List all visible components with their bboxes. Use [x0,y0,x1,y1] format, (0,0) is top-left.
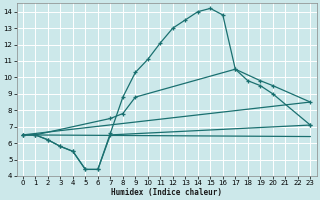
X-axis label: Humidex (Indice chaleur): Humidex (Indice chaleur) [111,188,222,197]
